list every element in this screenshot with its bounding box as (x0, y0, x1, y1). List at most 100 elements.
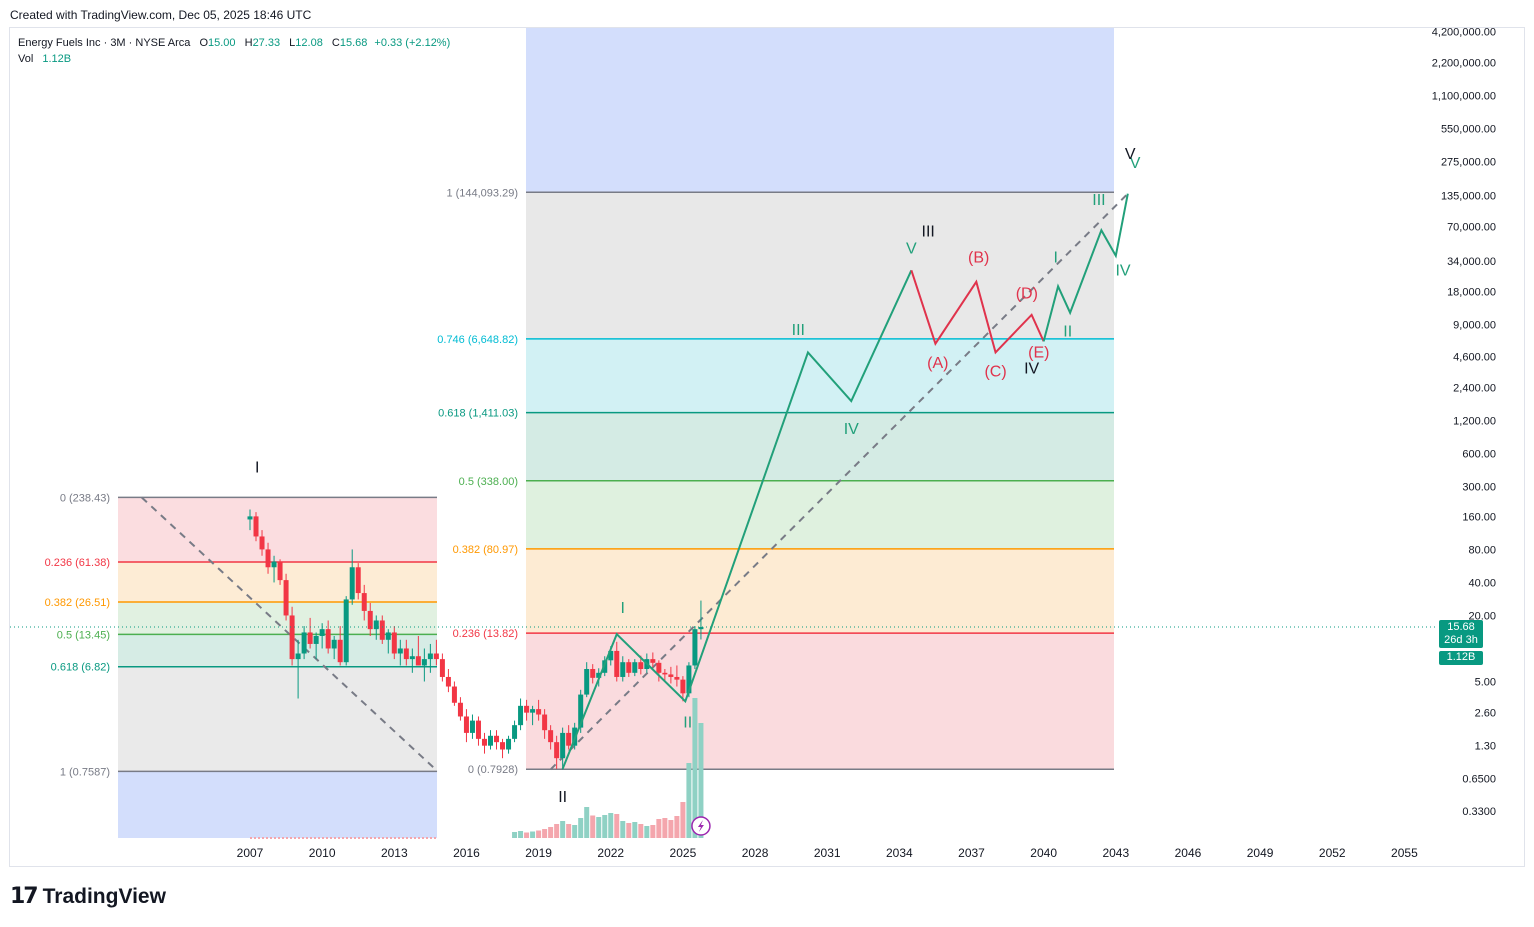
fib2-zone (526, 412, 1114, 481)
volume-bar (524, 832, 530, 838)
bar-countdown: 26d 3h (1444, 634, 1478, 646)
candle-body (373, 620, 379, 630)
candle-body (445, 676, 451, 687)
candle-body (608, 650, 614, 661)
legend-symbol[interactable]: Energy Fuels Inc · 3M · NYSE Arca (18, 37, 191, 49)
legend-open-label: O (199, 37, 209, 49)
candle-body (554, 742, 560, 759)
volume-bar (656, 819, 662, 838)
volume-bar (584, 807, 590, 838)
candle-body (626, 662, 632, 673)
fib2-level-label: 1 (144,093.29) (446, 187, 518, 199)
fib2-zone (526, 338, 1114, 413)
candle-body (584, 669, 590, 695)
fib2-zone-ext (526, 28, 1114, 193)
y-axis-tick-label: 300.00 (1462, 481, 1496, 493)
y-axis-tick-label: 1,100,000.00 (1432, 90, 1496, 102)
fib2-level-label: 0.382 (80.97) (453, 544, 518, 556)
volume-bar (662, 818, 668, 838)
candle-body (524, 705, 530, 713)
candle-body (638, 662, 644, 670)
legend-open: 15.00 (208, 37, 236, 49)
candle-body (542, 714, 548, 731)
trend-line (549, 192, 1129, 771)
wave-label: V (1125, 146, 1136, 163)
tv-logo-icon: 𝟭𝟳 (10, 884, 39, 909)
candle-body (337, 639, 343, 663)
legend-ohlc-row: Energy Fuels Inc · 3M · NYSE Arca O15.00… (18, 35, 450, 51)
candle-body (379, 620, 385, 640)
last-price-value: 15.68 (1447, 621, 1475, 633)
volume-bars (250, 698, 704, 839)
candle-body (620, 662, 626, 677)
legend-close: 15.68 (339, 37, 368, 49)
volume-bar (560, 821, 566, 838)
fib1-level-label: 0.382 (26.51) (45, 597, 110, 609)
volume-bar (668, 820, 674, 838)
y-axis-tick-label: 4,200,000.00 (1432, 27, 1496, 39)
x-axis-tick-label: 2010 (309, 846, 336, 860)
fib2-zone (526, 192, 1114, 339)
fib2-zone (526, 480, 1114, 549)
chart-frame[interactable] (9, 27, 1525, 867)
volume-bar (620, 821, 626, 838)
candle-body (439, 659, 445, 677)
y-axis-tick-label: 160.00 (1462, 511, 1496, 523)
volume-bar (536, 830, 542, 838)
candle-body (289, 615, 295, 660)
legend-volume-row: Vol 1.12B (18, 51, 450, 67)
fib1-zone (118, 562, 437, 603)
wave-label: (C) (984, 364, 1006, 381)
candle-body (530, 709, 536, 713)
volume-bar (626, 823, 632, 838)
fib2-level-label: 0.236 (13.82) (453, 628, 518, 640)
candle-body (614, 650, 620, 677)
x-axis-tick-label: 2031 (814, 846, 841, 860)
volume-bar (680, 802, 686, 838)
x-axis-tick-label: 2037 (958, 846, 985, 860)
candle-body (307, 632, 313, 644)
chart-credit: Created with TradingView.com, Dec 05, 20… (10, 8, 312, 22)
candle-body (494, 735, 500, 743)
wave-label: II (558, 789, 567, 806)
wave-label: IV (1024, 361, 1039, 378)
candle-body (277, 561, 283, 581)
candle-body (247, 516, 253, 520)
volume-bar (566, 824, 572, 838)
x-axis-tick-label: 2025 (670, 846, 697, 860)
candle-body (313, 635, 319, 644)
x-axis: 2007 2010 2013 2016 2019 2022 2025 2028 2031 2034… (237, 846, 1418, 860)
y-axis-tick-label: 1.30 (1475, 741, 1496, 753)
wave-label: I (1053, 250, 1057, 267)
volume-bar (692, 698, 698, 838)
x-axis-tick-label: 2022 (597, 846, 624, 860)
wave-label: II (1063, 323, 1072, 340)
legend-close-label: C (331, 37, 340, 49)
candle-body (662, 672, 668, 675)
volume-bar (608, 813, 614, 838)
candle-body (265, 549, 271, 568)
candle-body (271, 561, 277, 568)
candle-body (469, 720, 475, 733)
wave-label: V (906, 240, 917, 257)
volume-bar (596, 817, 602, 838)
volume-bar (650, 825, 656, 838)
candle-body (668, 674, 674, 677)
legend-high: 27.33 (252, 37, 281, 49)
x-axis-tick-label: 2007 (237, 846, 264, 860)
lightning-icon (697, 820, 704, 832)
volume-bar (572, 825, 578, 838)
y-axis-tick-label: 40.00 (1468, 577, 1496, 589)
candle-body (325, 629, 331, 649)
tv-logo-text: TradingView (42, 884, 166, 908)
fib2-level-label: 0.618 (1,411.03) (438, 408, 518, 420)
candle-body (686, 665, 692, 694)
x-axis-tick-label: 2055 (1391, 846, 1418, 860)
x-axis-tick-label: 2049 (1247, 846, 1274, 860)
fib2-zone (526, 633, 1114, 770)
volume-bar (530, 831, 536, 838)
tradingview-logo[interactable]: 𝟭𝟳 TradingView (10, 884, 166, 909)
y-axis-tick-label: 9,000.00 (1453, 319, 1496, 331)
candle-body (361, 593, 367, 611)
